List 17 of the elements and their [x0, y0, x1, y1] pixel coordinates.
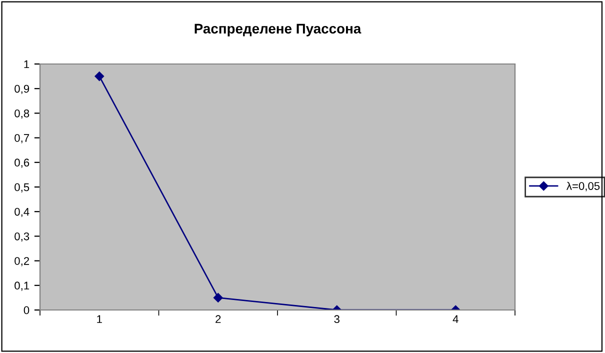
chart-title: Распределене Пуассона	[194, 24, 362, 36]
y-tick-label: 0,8	[14, 109, 30, 119]
y-tick-label: 0,4	[14, 208, 30, 218]
x-tick-label: 1	[97, 315, 102, 323]
legend-label: λ=0,05	[566, 182, 600, 192]
y-tick-label: 1	[24, 60, 30, 68]
y-tick-label: 0,6	[14, 158, 30, 168]
y-tick-label: 0,9	[14, 84, 30, 94]
y-tick-label: 0,3	[14, 232, 30, 242]
y-tick-label: 0	[24, 306, 30, 314]
x-tick-label: 3	[334, 315, 340, 324]
y-tick-label: 0,7	[14, 134, 30, 144]
x-tick-label: 4	[452, 315, 458, 323]
y-tick-label: 0,2	[14, 257, 30, 266]
y-tick-label: 0,5	[14, 183, 30, 192]
x-tick-label: 2	[216, 315, 221, 323]
y-tick-label: 0,1	[14, 282, 30, 291]
